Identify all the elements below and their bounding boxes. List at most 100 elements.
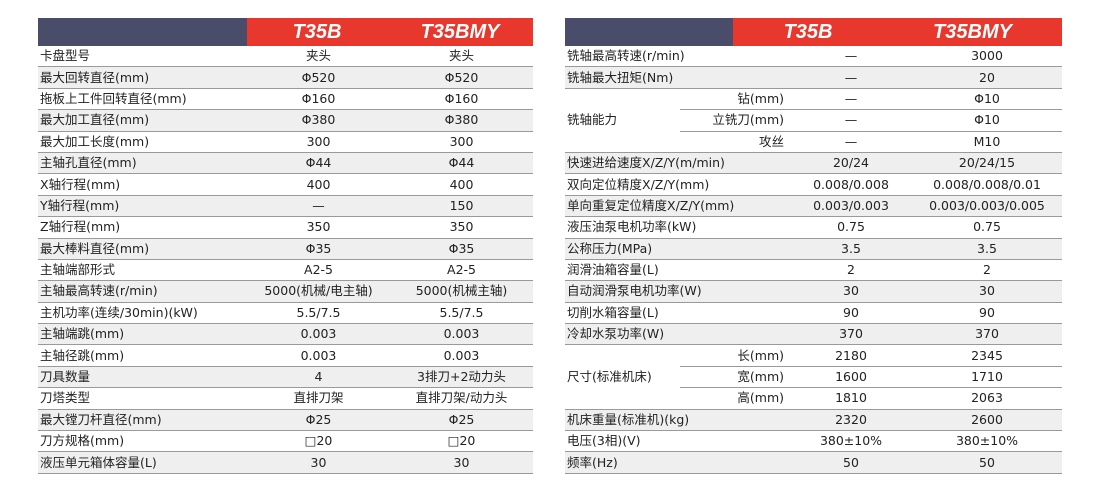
spec-value-t35bmy: 2063 — [912, 387, 1062, 410]
spec-label: 液压油泵电机功率(kW) — [565, 216, 790, 239]
group-label: 尺寸(标准机床) — [565, 344, 680, 410]
spec-label: 最大棒料直径(mm) — [38, 238, 247, 260]
table-row: 主轴端跳(mm) 0.003 0.003 — [38, 323, 533, 346]
spec-value-t35b: 370 — [790, 323, 912, 346]
table-row: 最大镗刀杆直径(mm) Φ25 Φ25 — [38, 409, 533, 432]
table-row: 主轴最高转速(r/min) 5000(机械/电主轴) 5000(机械主轴) — [38, 280, 533, 303]
spec-value-t35b: — — [247, 195, 390, 218]
spec-value-t35b: Φ44 — [247, 152, 390, 175]
right-header-t35b: T35B — [783, 20, 833, 43]
spec-label: 铣轴最大扭矩(Nm) — [565, 66, 790, 89]
spec-value-t35b: 夹头 — [247, 46, 390, 68]
spec-value-t35bmy: 5.5/7.5 — [390, 302, 533, 325]
spec-value-t35b: 400 — [247, 173, 390, 196]
spec-value-t35b: 2320 — [790, 409, 912, 432]
spec-label: X轴行程(mm) — [38, 173, 247, 196]
table-row: 最大棒料直径(mm) Φ35 Φ35 — [38, 238, 533, 260]
header-dark-block — [565, 18, 733, 46]
spec-value-t35b: 0.008/0.008 — [790, 173, 912, 196]
table-row: 尺寸(标准机床) 长(mm) 2180 2345 — [565, 344, 1062, 410]
spec-label: Y轴行程(mm) — [38, 195, 247, 218]
table-row: 刀方规格(mm) □20 □20 — [38, 430, 533, 453]
table-row: 公称压力(MPa) 3.5 3.5 — [565, 238, 1062, 260]
spec-label: 刀具数量 — [38, 366, 247, 389]
spec-label: 铣轴最高转速(r/min) — [565, 46, 790, 68]
table-row: 铣轴最大扭矩(Nm) —20 — [565, 66, 1062, 89]
spec-value-t35b: 0.003 — [247, 323, 390, 346]
table-row: 自动润滑泵电机功率(W) 30 30 — [565, 280, 1062, 303]
spec-value-t35b: 2180 — [790, 344, 912, 367]
table-row: 卡盘型号 夹头 夹头 — [38, 46, 533, 68]
spec-value-t35bmy: 2600 — [912, 409, 1062, 432]
spec-label: 最大镗刀杆直径(mm) — [38, 409, 247, 432]
sub-label: 立铣刀(mm) — [680, 109, 790, 132]
spec-value-t35bmy: Φ10 — [912, 109, 1062, 132]
spec-value-t35bmy: 0.008/0.008/0.01 — [912, 173, 1062, 196]
spec-value-t35bmy: 150 — [390, 195, 533, 218]
table-row: 刀塔类型 直排刀架 直排刀架/动力头 — [38, 387, 533, 410]
right-spec-table: 铣轴最高转速(r/min) —3000 铣轴最大扭矩(Nm) —20 铣轴能力 钻(mm)… — [565, 46, 1062, 474]
table-row: 铣轴能力 钻(mm) — Φ10 — [565, 88, 1062, 153]
table-row: 双向定位精度X/Z/Y(mm) 0.008/0.008 0.008/0.008/0.… — [565, 173, 1062, 196]
spec-value-t35bmy: 直排刀架/动力头 — [390, 387, 533, 410]
spec-label: 公称压力(MPa) — [565, 238, 790, 260]
spec-value-t35b: Φ520 — [247, 66, 390, 89]
spec-value-t35b: 300 — [247, 131, 390, 153]
spec-value-t35bmy: 2345 — [912, 344, 1062, 367]
table-row: 液压单元箱体容量(L) 30 30 — [38, 451, 533, 474]
spec-value-t35b: 350 — [247, 216, 390, 239]
spec-value-t35b: 0.003/0.003 — [790, 195, 912, 218]
spec-value-t35bmy: 380±10% — [912, 430, 1062, 453]
table-row: 主轴孔直径(mm) Φ44 Φ44 — [38, 152, 533, 175]
table-row: 快速进给速度X/Z/Y(m/min) 20/24 20/24/15 — [565, 152, 1062, 175]
left-spec-table: 卡盘型号 夹头 夹头 最大回转直径(mm) Φ520 Φ520 拖板上工件回转直径(mm) Φ… — [38, 46, 533, 474]
left-spec-panel: T35B T35BMY 卡盘型号 夹头 夹头 最大回转直径(mm) Φ520 Φ520 拖板… — [38, 18, 533, 474]
spec-value-t35bmy: 50 — [912, 451, 1062, 474]
sub-label: 高(mm) — [680, 387, 790, 410]
spec-value-t35bmy: 20/24/15 — [912, 152, 1062, 175]
spec-value-t35b: 50 — [790, 451, 912, 474]
spec-label: 机床重量(标准机)(kg) — [565, 409, 790, 432]
spec-label: 冷却水泵功率(W) — [565, 323, 790, 346]
spec-label: 主轴最高转速(r/min) — [38, 280, 247, 303]
spec-value-t35b: 4 — [247, 366, 390, 389]
spec-value-t35bmy: 夹头 — [390, 46, 533, 68]
spec-value-t35bmy: M10 — [912, 131, 1062, 153]
spec-value-t35b: — — [790, 109, 912, 132]
table-row: 拖板上工件回转直径(mm) Φ160 Φ160 — [38, 88, 533, 111]
spec-value-t35bmy: Φ160 — [390, 88, 533, 111]
spec-label: 主轴径跳(mm) — [38, 344, 247, 367]
table-row: 润滑油箱容量(L) 2 2 — [565, 259, 1062, 282]
header-red-block: T35B T35BMY — [733, 18, 1062, 46]
table-row: 高(mm) 1810 2063 — [565, 387, 1062, 410]
spec-label: 最大回转直径(mm) — [38, 66, 247, 89]
spec-label: 最大加工直径(mm) — [38, 109, 247, 132]
spec-value-t35b: Φ380 — [247, 109, 390, 132]
spec-value-t35bmy: 20 — [912, 66, 1062, 89]
sub-label: 钻(mm) — [680, 88, 790, 111]
header-red-block: T35B T35BMY — [247, 18, 533, 46]
spec-label: 润滑油箱容量(L) — [565, 259, 790, 282]
spec-value-t35b: A2-5 — [247, 259, 390, 282]
spec-value-t35bmy: □20 — [390, 430, 533, 453]
spec-value-t35b: — — [790, 46, 912, 68]
spec-label: 自动润滑泵电机功率(W) — [565, 280, 790, 303]
table-row: 立铣刀(mm) — Φ10 — [565, 109, 1062, 132]
spec-value-t35b: 0.75 — [790, 216, 912, 239]
spec-value-t35bmy: 3000 — [912, 46, 1062, 68]
spec-value-t35bmy: Φ520 — [390, 66, 533, 89]
sub-label: 攻丝 — [680, 131, 790, 153]
table-row: 最大回转直径(mm) Φ520 Φ520 — [38, 66, 533, 89]
sub-label: 宽(mm) — [680, 366, 790, 389]
spec-value-t35bmy: 30 — [912, 280, 1062, 303]
spec-value-t35bmy: 0.003 — [390, 323, 533, 346]
left-header-t35b: T35B — [292, 20, 342, 43]
left-header-t35bmy: T35BMY — [420, 20, 500, 43]
table-row: 主轴端部形式 A2-5 A2-5 — [38, 259, 533, 282]
spec-value-t35b: Φ25 — [247, 409, 390, 432]
spec-value-t35bmy: 90 — [912, 302, 1062, 325]
spec-value-t35b: Φ35 — [247, 238, 390, 260]
sub-label: 长(mm) — [680, 344, 790, 367]
spec-value-t35b: — — [790, 66, 912, 89]
spec-value-t35bmy: 300 — [390, 131, 533, 153]
